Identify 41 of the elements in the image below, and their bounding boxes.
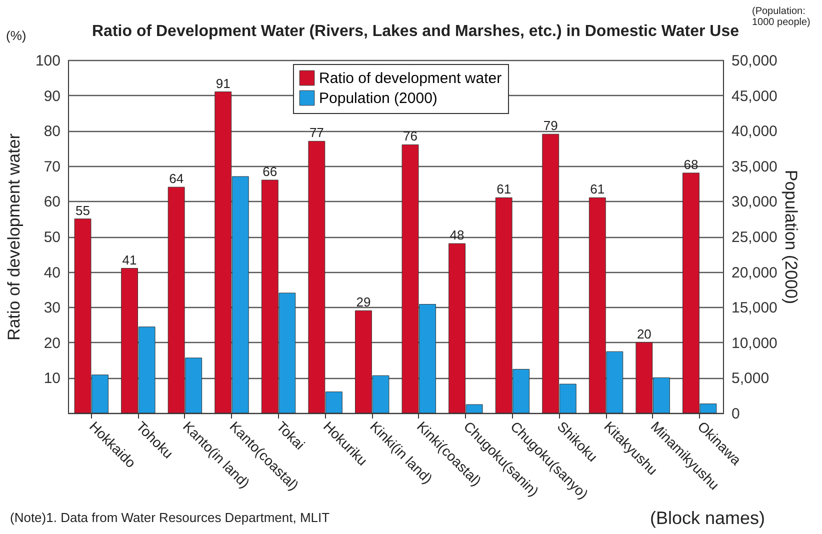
y2-axis-title: Population (2000) [781,170,800,304]
data-label: 66 [262,164,278,180]
legend-label: Population (2000) [319,90,438,107]
data-label: 20 [636,326,652,342]
y2-tick-label: 25,000 [732,229,778,246]
y-tick-label: 60 [44,194,60,211]
y2-tick-label: 5,000 [732,370,770,388]
y2-tick-label: 30,000 [732,194,778,211]
y-tick-label: 90 [44,88,60,105]
y-tick-label: 80 [44,123,60,140]
data-label: 79 [543,118,558,134]
y2-tick-label: 35,000 [732,158,778,176]
y2-tick-label: 20,000 [732,264,778,282]
y-tick-label: 10 [44,370,60,388]
legend-label: Ratio of development water [319,70,502,87]
data-label: 61 [590,182,605,197]
y-tick-label: 100 [35,52,60,70]
text: (%) [6,28,26,43]
data-label: 61 [496,182,512,197]
chart-title: Ratio of Development Water (Rivers, Lakes and Marshes, etc.) in Domestic Water Use [92,23,740,40]
y-tick-label: 30 [44,300,60,317]
data-label: 64 [169,171,184,186]
text: (Note)1. Data from Water Resources Department, MLIT [10,510,330,525]
y2-tick-label: 10,000 [732,334,778,352]
data-label: 91 [216,76,230,91]
y-tick-label: 20 [44,334,60,352]
data-label: 41 [122,252,137,268]
y2-tick-label: 0 [732,406,740,422]
y2-tick-label: 45,000 [732,88,778,105]
text: (Population: 1000 people) [752,6,812,28]
y-axis-title: Ratio of development water [4,133,24,340]
y2-tick-label: 40,000 [732,123,778,140]
y-tick-label: 70 [44,158,60,176]
y2-tick-label: 50,000 [732,52,778,70]
data-label: 55 [76,202,90,218]
x-axis-title: (Block names) [650,508,766,529]
data-label: 76 [403,128,418,144]
data-label: 29 [356,294,371,310]
y-tick-label: 50 [44,229,60,246]
y-tick-label: 40 [44,264,60,282]
y2-tick-label: 15,000 [732,300,778,317]
